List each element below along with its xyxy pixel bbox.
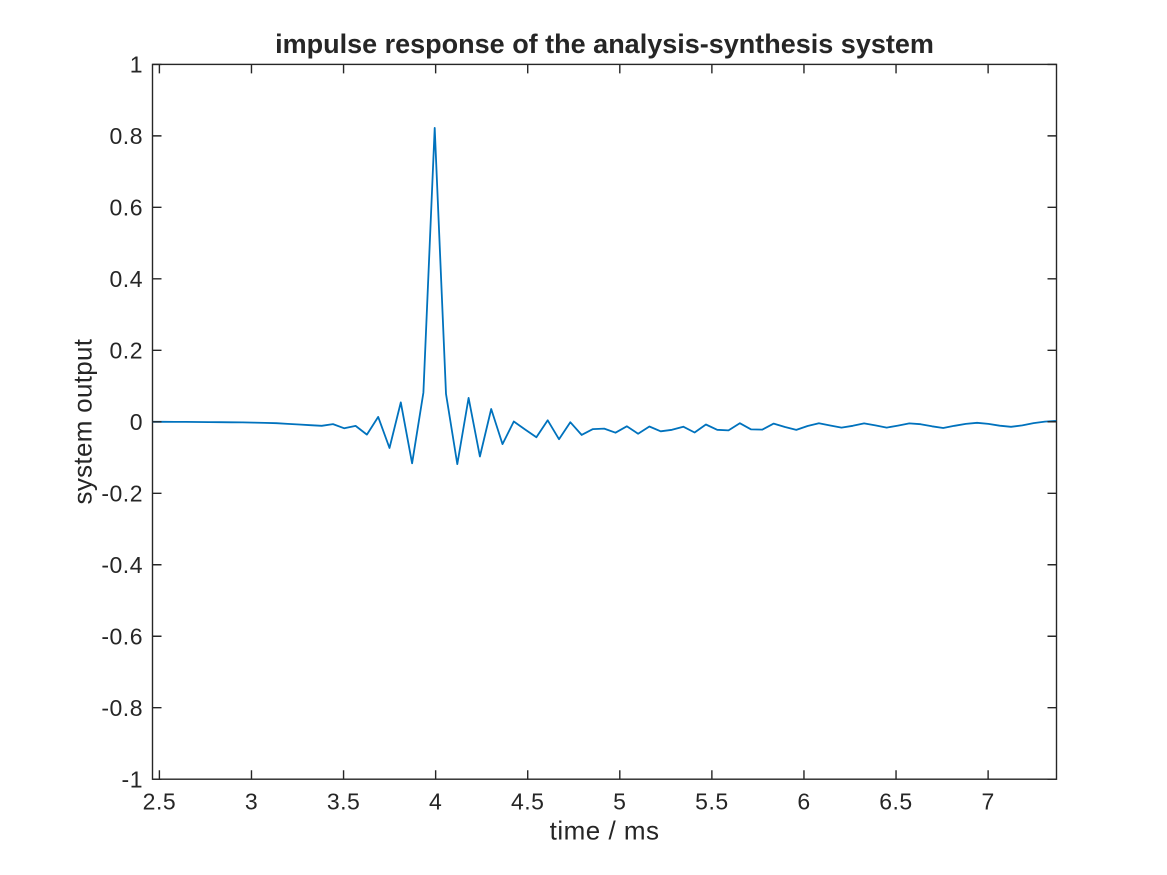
svg-text:-0.2: -0.2 — [101, 481, 143, 507]
svg-text:1: 1 — [130, 52, 143, 78]
svg-text:6: 6 — [797, 789, 810, 815]
svg-text:0.4: 0.4 — [110, 266, 143, 292]
svg-text:2.5: 2.5 — [143, 789, 176, 815]
svg-text:-0.6: -0.6 — [101, 623, 143, 649]
svg-text:5: 5 — [613, 789, 626, 815]
svg-text:system output: system output — [67, 338, 97, 504]
svg-text:4: 4 — [429, 789, 442, 815]
svg-text:0: 0 — [130, 409, 143, 435]
svg-text:-1: -1 — [122, 766, 143, 792]
svg-text:0.6: 0.6 — [110, 195, 143, 221]
svg-text:time / ms: time / ms — [550, 816, 660, 846]
svg-text:6.5: 6.5 — [879, 789, 912, 815]
svg-text:7: 7 — [981, 789, 994, 815]
svg-text:-0.4: -0.4 — [101, 552, 143, 578]
svg-text:impulse response of the analys: impulse response of the analysis-synthes… — [275, 29, 934, 59]
svg-text:0.8: 0.8 — [110, 123, 143, 149]
svg-text:0.2: 0.2 — [110, 338, 143, 364]
svg-text:3: 3 — [245, 789, 258, 815]
svg-text:5.5: 5.5 — [695, 789, 728, 815]
svg-text:3.5: 3.5 — [327, 789, 360, 815]
svg-text:4.5: 4.5 — [511, 789, 544, 815]
svg-text:-0.8: -0.8 — [101, 695, 143, 721]
